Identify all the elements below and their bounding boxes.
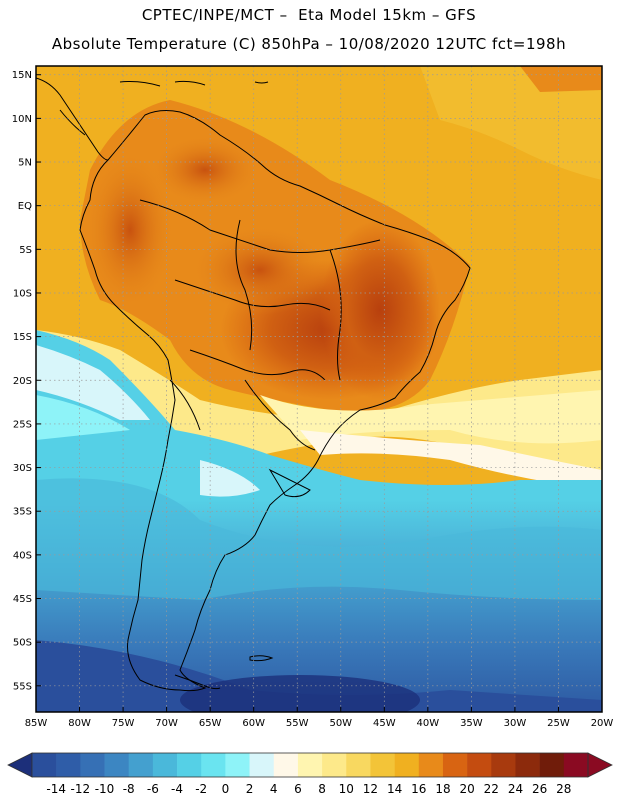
lon-label: 45W	[373, 718, 396, 729]
colorbar-level-label: 20	[459, 782, 474, 796]
colorbar-over-arrow	[587, 752, 613, 778]
lat-label: EQ	[18, 201, 32, 212]
colorbar-swatch	[249, 753, 275, 777]
colorbar-level-label: 4	[270, 782, 278, 796]
colorbar-swatch	[297, 753, 323, 777]
latitude-axis: 15N 10N 5N EQ 5S 10S 15S 20S 25S 30S 35S 40S 45S 50S 5…	[12, 70, 41, 692]
lon-label: 75W	[112, 718, 135, 729]
colorbar-level-label: -6	[147, 782, 159, 796]
colorbar-swatch	[80, 753, 105, 777]
colorbar-swatch	[177, 753, 202, 777]
lat-label: 25S	[13, 419, 32, 430]
title-line-2: Absolute Temperature (C) 850hPa – 10/08/…	[51, 35, 567, 53]
colorbar-level-label: -12	[71, 782, 91, 796]
lon-label: 70W	[155, 718, 178, 729]
colorbar-swatch	[346, 753, 371, 777]
longitude-axis: 85W 80W 75W 70W 65W 60W 55W 50W 45W 40W 35W 30W 25W 2…	[25, 707, 614, 729]
colorbar-swatch	[515, 753, 540, 777]
lat-label: 10S	[13, 288, 32, 299]
lat-label: 30S	[13, 463, 32, 474]
lon-label: 40W	[417, 718, 440, 729]
plot-frame	[35, 65, 603, 713]
colorbar-level-label: 24	[508, 782, 523, 796]
lon-label: 35W	[460, 718, 483, 729]
colorbar-level-label: 18	[435, 782, 450, 796]
colorbar-level-label: -2	[195, 782, 207, 796]
colorbar-under-arrow	[7, 752, 33, 778]
lat-label: 5N	[18, 158, 32, 169]
lat-label: 5S	[19, 245, 32, 256]
lat-label: 45S	[13, 594, 32, 605]
colorbar-level-label: 10	[339, 782, 354, 796]
colorbar-swatch	[394, 753, 420, 777]
colorbar-labels: -14 -12 -10 -8 -6 -4 -2 0 2 4 6 8 10 12 14 16 18 20 22 24 26…	[46, 782, 571, 796]
colorbar-swatch	[370, 753, 395, 777]
colorbar-level-label: 12	[363, 782, 378, 796]
colorbar-swatch	[225, 753, 250, 777]
colorbar-level-label: 26	[532, 782, 547, 796]
colorbar-level-label: 2	[246, 782, 254, 796]
colorbar-level-label: 0	[222, 782, 230, 796]
title-line-1: CPTEC/INPE/MCT – Eta Model 15km – GFS	[141, 6, 477, 24]
colorbar-level-label: 28	[556, 782, 571, 796]
colorbar-swatch	[442, 753, 468, 777]
lat-label: 15N	[12, 70, 32, 81]
lon-label: 20W	[591, 718, 614, 729]
colorbar-swatch	[32, 753, 57, 777]
lon-label: 30W	[504, 718, 527, 729]
colorbar-swatch	[273, 753, 299, 777]
colorbar-level-label: 6	[294, 782, 302, 796]
coastlines	[36, 77, 471, 692]
lon-label: 50W	[329, 718, 352, 729]
colorbar-level-label: 14	[387, 782, 402, 796]
lat-label: 15S	[13, 332, 32, 343]
colorbar-level-label: 22	[484, 782, 499, 796]
temperature-field	[36, 66, 602, 712]
lat-label: 40S	[13, 550, 32, 561]
lat-label: 20S	[13, 376, 32, 387]
colorbar	[7, 752, 613, 778]
colorbar-level-label: 8	[318, 782, 326, 796]
colorbar-level-label: 16	[411, 782, 426, 796]
lat-label: 55S	[13, 681, 32, 692]
colorbar-level-label: -14	[46, 782, 66, 796]
lon-label: 25W	[547, 718, 570, 729]
colorbar-swatch	[418, 753, 444, 777]
lon-label: 65W	[199, 718, 222, 729]
colorbar-level-label: -10	[95, 782, 115, 796]
colorbar-level-label: -4	[171, 782, 183, 796]
colorbar-swatch	[467, 753, 492, 777]
colorbar-swatch	[491, 753, 516, 777]
lon-label: 60W	[242, 718, 265, 729]
lon-label: 55W	[286, 718, 309, 729]
colorbar-swatch	[201, 753, 226, 777]
lat-label: 10N	[12, 114, 32, 125]
colorbar-level-label: -8	[123, 782, 135, 796]
lon-label: 80W	[68, 718, 91, 729]
colorbar-swatch	[563, 753, 589, 777]
colorbar-swatch	[322, 753, 347, 777]
lon-label: 85W	[25, 718, 48, 729]
colorbar-swatch	[128, 753, 154, 777]
lat-label: 50S	[13, 638, 32, 649]
lat-label: 35S	[13, 507, 32, 518]
colorbar-swatch	[56, 753, 81, 777]
colorbar-swatch	[152, 753, 178, 777]
colorbar-swatch	[104, 753, 129, 777]
colorbar-swatch	[539, 753, 565, 777]
